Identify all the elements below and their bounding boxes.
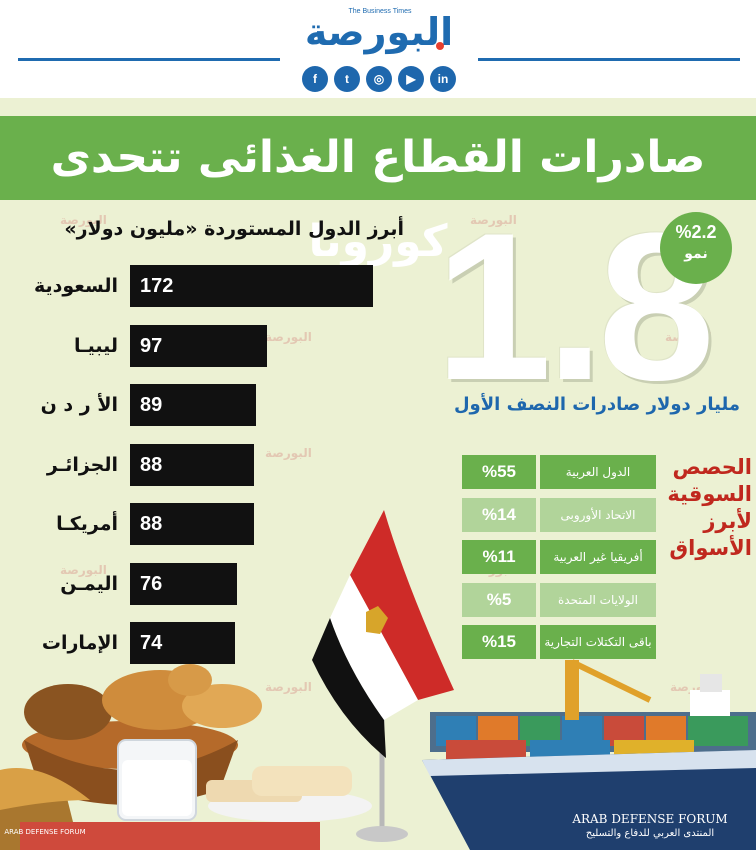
cargo-ship-illustration <box>422 659 756 850</box>
bar-value-label: 88 <box>140 454 163 476</box>
growth-badge <box>660 212 732 284</box>
share-value: %15 <box>462 625 536 659</box>
category-label: ليبيـا <box>73 335 118 357</box>
watermark: البورصة <box>265 446 312 460</box>
bar-value-label: 172 <box>140 275 174 297</box>
watermark: البورصة <box>265 680 312 694</box>
share-value: %5 <box>462 583 536 617</box>
share-value: %14 <box>462 498 536 532</box>
category-label: السعودية <box>33 275 118 297</box>
share-label: الاتحاد الأوروبى <box>540 498 656 532</box>
facebook-icon[interactable]: f <box>302 66 328 92</box>
linkedin-icon[interactable]: in <box>430 66 456 92</box>
category-label: الإمارات <box>41 632 118 654</box>
growth-percent: %2.2 <box>675 222 717 242</box>
logo-dot <box>436 42 444 50</box>
youtube-icon[interactable]: ▶ <box>398 66 424 92</box>
watermark: البورصة <box>470 213 517 227</box>
share-label: الدول العربية <box>540 455 656 489</box>
bar-value-label: 74 <box>140 632 163 654</box>
bar-1 <box>130 265 373 307</box>
shares-title: الحصص السوقية لأبرز الأسواق <box>667 455 752 560</box>
instagram-icon[interactable]: ◎ <box>366 66 392 92</box>
bread-basket-illustration <box>0 664 372 850</box>
share-label: باقى التكتلات التجارية <box>540 625 656 659</box>
watermark: البورصة <box>665 330 712 344</box>
share-label: الولايات المتحدة <box>540 583 656 617</box>
logo[interactable]: البورصة <box>304 10 454 54</box>
bar-7 <box>130 622 235 664</box>
category-label: اليمـن <box>60 573 118 595</box>
category-label: الأ ر د ن <box>40 394 118 416</box>
bar-3 <box>130 384 256 426</box>
headline-caption: مليار دولار صادرات النصف الأول <box>453 394 740 415</box>
logo-tagline: The Business Times <box>348 8 412 15</box>
corner-watermark: ARAB DEFENSE FORUM <box>4 828 86 836</box>
category-label: أمريكـا <box>56 513 118 535</box>
bar-5 <box>130 503 254 545</box>
watermark: البورصة <box>265 330 312 344</box>
title-banner <box>0 116 756 200</box>
bar-2 <box>130 325 267 367</box>
header-rule-left <box>18 58 280 61</box>
bar-value-label: 76 <box>140 573 163 595</box>
page-title: صادرات القطاع الغذائى تتحدى كورونا <box>50 132 706 267</box>
footer-watermark-arabic: المنتدى العربي للدفاع والتسليح <box>585 828 715 839</box>
twitter-icon[interactable]: t <box>334 66 360 92</box>
category-label: الجزائـر <box>46 454 118 476</box>
watermark: البورصة <box>60 563 107 577</box>
chart-title: أبرز الدول المستوردة «مليون دولار» <box>64 218 404 240</box>
growth-label: نمو <box>684 246 708 262</box>
egypt-flag-illustration <box>312 510 454 842</box>
watermark: البورصة <box>60 213 107 227</box>
bar-4 <box>130 444 254 486</box>
share-label: أفريقيا غير العربية <box>540 540 656 574</box>
share-value: %55 <box>462 455 536 489</box>
bar-value-label: 97 <box>140 335 163 357</box>
bar-6 <box>130 563 237 605</box>
share-value: %11 <box>462 540 536 574</box>
bar-value-label: 88 <box>140 513 163 535</box>
bar-value-label: 89 <box>140 394 163 416</box>
footer-watermark: ARAB DEFENSE FORUM <box>572 812 728 826</box>
header-rule-right <box>478 58 740 61</box>
